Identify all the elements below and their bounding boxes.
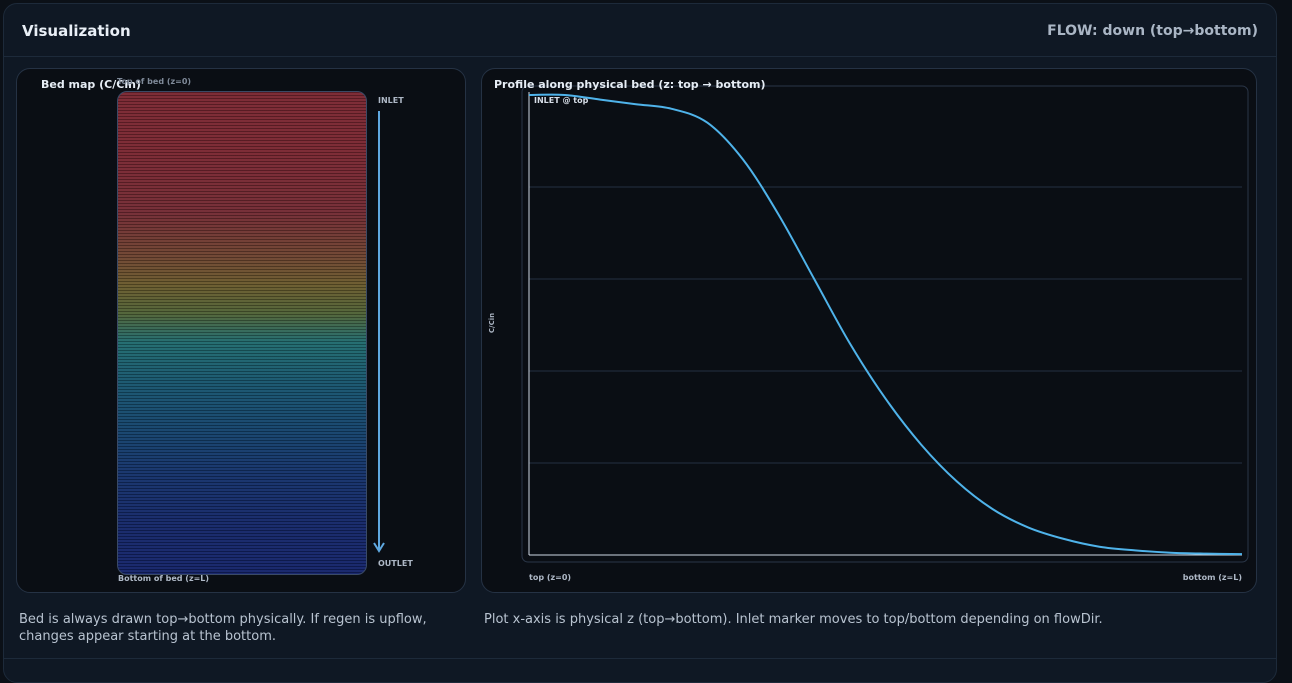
panel-title: Visualization bbox=[22, 22, 131, 40]
profile-series-line bbox=[528, 93, 1243, 556]
x-end-label: bottom (z=L) bbox=[1183, 573, 1242, 582]
y-axis-label: C/Cin bbox=[488, 313, 496, 333]
x-start-label: top (z=0) bbox=[529, 573, 571, 582]
plot-caption: Plot x-axis is physical z (top→bottom). … bbox=[484, 612, 1103, 627]
bed-bottom-label: Bottom of bed (z=L) bbox=[118, 574, 210, 583]
panel-header: Visualization FLOW: down (top→bottom) bbox=[4, 4, 1276, 57]
flow-direction-status: FLOW: down (top→bottom) bbox=[1047, 23, 1258, 39]
profile-chart: INLET @ top C/Cin top (z=0) bottom (z=L) bbox=[488, 85, 1249, 582]
bed-map-title: Bed map (C/Cin) bbox=[41, 78, 141, 91]
flow-arrow-icon bbox=[373, 111, 385, 553]
outlet-label: OUTLET bbox=[378, 559, 413, 568]
profile-card: INLET @ top C/Cin top (z=0) bottom (z=L)… bbox=[481, 68, 1257, 593]
bed-caption: Bed is always drawn top→bottom physicall… bbox=[19, 612, 427, 644]
inlet-label: INLET bbox=[378, 96, 404, 105]
divider bbox=[4, 658, 1277, 659]
bed-map-card: Bed map (C/Cin) Top of bed (z=0) Bottom … bbox=[16, 68, 466, 593]
bed-column-heatmap bbox=[117, 91, 367, 575]
inlet-marker-label: INLET @ top bbox=[534, 96, 589, 105]
profile-title: Profile along physical bed (z: top → bot… bbox=[494, 78, 766, 91]
bed-top-label: Top of bed (z=0) bbox=[117, 77, 192, 86]
